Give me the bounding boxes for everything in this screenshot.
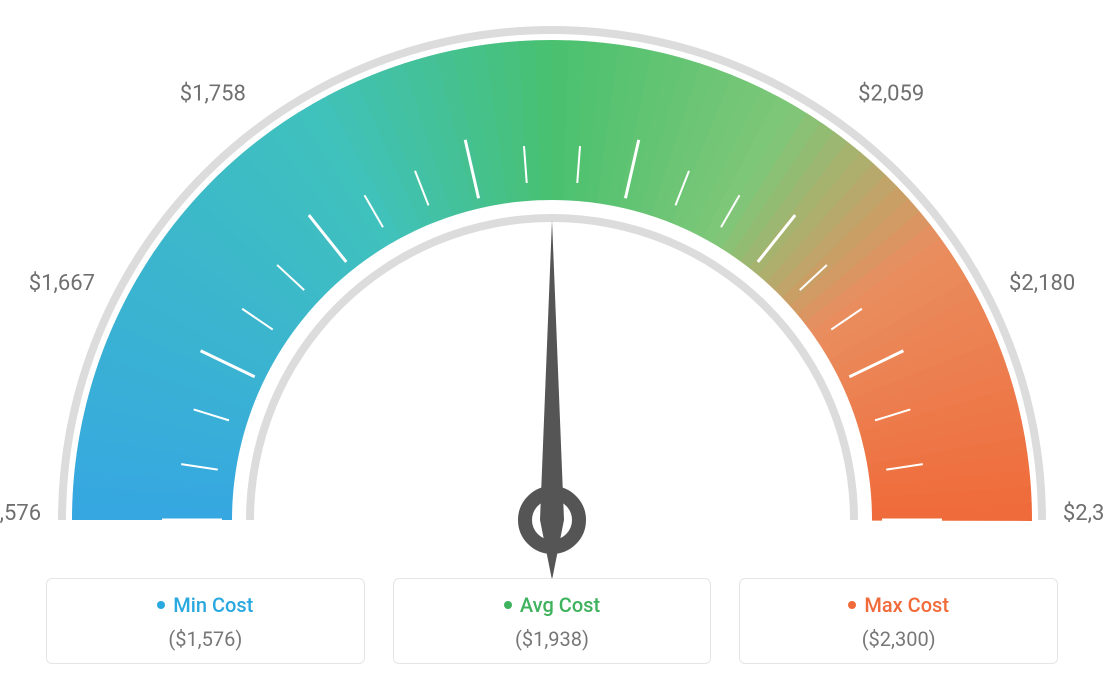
legend-card-avg: Avg Cost ($1,938) (393, 578, 712, 664)
scale-label: $1,667 (29, 271, 95, 296)
scale-label: $2,300 (1063, 501, 1104, 526)
scale-label: $2,180 (1009, 271, 1075, 296)
legend-amount-min: ($1,576) (57, 627, 354, 651)
legend-title-text-min: Min Cost (173, 593, 253, 617)
legend-amount-avg: ($1,938) (404, 627, 701, 651)
legend-title-avg: Avg Cost (504, 593, 600, 617)
legend-card-max: Max Cost ($2,300) (739, 578, 1058, 664)
scale-label: $1,938 (640, 0, 706, 1)
legend-dot-max (848, 601, 856, 609)
legend-title-text-avg: Avg Cost (520, 593, 600, 617)
scale-label: $1,576 (0, 501, 41, 526)
legend-title-text-max: Max Cost (864, 593, 949, 617)
gauge-needle (525, 220, 579, 580)
cost-gauge-chart: $1,576 $1,667 $1,758 $1,938 $2,059 $2,180 $2,3… (0, 0, 1104, 690)
legend-title-max: Max Cost (848, 593, 949, 617)
legend-dot-min (157, 601, 165, 609)
legend-dot-avg (504, 601, 512, 609)
legend-row: Min Cost ($1,576) Avg Cost ($1,938) Max Cost… (0, 578, 1104, 664)
scale-label: $2,059 (858, 81, 924, 106)
legend-title-min: Min Cost (157, 593, 253, 617)
scale-label: $1,758 (180, 81, 246, 106)
legend-amount-max: ($2,300) (750, 627, 1047, 651)
legend-card-min: Min Cost ($1,576) (46, 578, 365, 664)
